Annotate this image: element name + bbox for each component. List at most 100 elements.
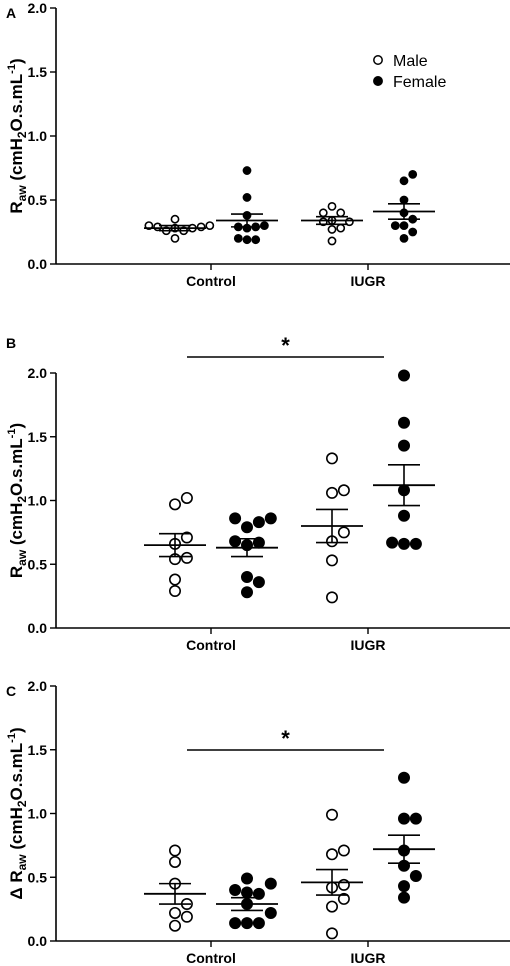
data-point [170, 214, 180, 224]
y-label-units: O.s.mL [7, 743, 26, 801]
group-iugr-male [301, 201, 363, 246]
data-point [397, 439, 410, 452]
data-point [390, 221, 400, 230]
panel-b: B 0.0 0.5 1.0 1.5 2.0 Control IUGR Raw (cmH2O.s.… [6, 333, 510, 653]
data-point [242, 193, 252, 202]
data-point [397, 416, 410, 429]
y-label-sub: aw [15, 185, 29, 202]
group-control-male [144, 214, 215, 243]
data-point [336, 223, 346, 233]
y-label-units-sub: 2 [15, 800, 29, 807]
x-tick-label: Control [186, 950, 236, 966]
data-point [337, 892, 350, 905]
data-point [180, 910, 193, 923]
data-point [252, 887, 265, 900]
significance-star: * [281, 333, 290, 358]
x-tick-label: IUGR [351, 950, 386, 966]
y-label-delta: Δ [7, 883, 26, 900]
y-label-units: (cmH [7, 807, 26, 854]
data-point [409, 537, 422, 550]
y-axis-label: Raw (cmH2O.s.mL-1) [6, 58, 29, 213]
data-point [325, 927, 338, 940]
group-control-female [216, 872, 278, 930]
data-point [397, 537, 410, 550]
data-point [233, 233, 243, 243]
y-label-sub: aw [15, 549, 29, 566]
data-point [180, 531, 193, 544]
panel-a: A 0.0 0.5 1.0 1.5 2.0 Control IUGR Raw (cmH2O.s.… [6, 0, 510, 289]
data-point [169, 585, 182, 598]
x-tick-label: IUGR [351, 273, 386, 289]
y-label-units: (cmH [7, 503, 26, 550]
data-point [169, 498, 182, 511]
group-control-female [216, 166, 278, 245]
data-point [337, 484, 350, 497]
group-control-female [216, 512, 278, 599]
data-point [229, 512, 242, 525]
data-point [229, 917, 242, 930]
data-point [241, 521, 254, 534]
y-label-units-sub: 2 [15, 131, 29, 138]
group-iugr-male [301, 452, 363, 604]
y-tick-label: 0.0 [28, 933, 48, 949]
data-point [169, 573, 182, 586]
data-point [337, 844, 350, 857]
data-point [196, 222, 206, 232]
legend-label-male: Male [393, 53, 428, 70]
y-tick-label: 1.5 [28, 64, 48, 80]
data-point [397, 771, 410, 784]
data-point [399, 233, 409, 243]
data-point [327, 225, 337, 234]
x-tick-label: Control [186, 273, 236, 289]
data-point [241, 886, 254, 899]
data-point [241, 917, 254, 930]
data-point [336, 208, 346, 218]
group-iugr-male [301, 808, 363, 940]
data-point [170, 233, 180, 243]
significance-star: * [281, 726, 290, 751]
data-point [327, 236, 337, 246]
data-point [169, 919, 182, 932]
y-axis-label: Raw (cmH2O.s.mL-1) [6, 423, 29, 578]
data-point [169, 855, 182, 868]
group-control-male [144, 491, 206, 598]
y-tick-label: 1.5 [28, 429, 48, 445]
data-point [169, 906, 182, 919]
data-point [325, 900, 338, 913]
y-label-units: ) [7, 58, 26, 64]
data-point [397, 509, 410, 522]
data-point [264, 512, 277, 525]
data-point [325, 808, 338, 821]
data-point [408, 227, 418, 237]
data-point [397, 812, 410, 825]
y-tick-label: 0.5 [28, 869, 48, 885]
data-point [180, 491, 193, 504]
data-point [229, 883, 242, 896]
y-label-units: ) [7, 423, 26, 429]
x-tick-label: Control [186, 637, 236, 653]
data-point [241, 586, 254, 599]
y-label-units: ) [7, 727, 26, 733]
data-point [409, 869, 422, 882]
legend-marker-female [373, 76, 383, 86]
y-tick-label: 0.5 [28, 192, 48, 208]
data-point [318, 208, 328, 218]
y-tick-label: 1.0 [28, 493, 48, 509]
data-point [264, 877, 277, 890]
data-point [259, 221, 269, 230]
data-point [241, 570, 254, 583]
legend-label-female: Female [393, 74, 446, 91]
data-point [325, 554, 338, 567]
y-tick-label: 2.0 [28, 678, 48, 694]
data-point [153, 222, 162, 232]
x-tick-label: IUGR [351, 637, 386, 653]
y-label-main: R [7, 566, 26, 578]
y-tick-label: 0.0 [28, 620, 48, 636]
data-point [399, 176, 409, 186]
data-point [325, 591, 338, 604]
y-label-units: (cmH [7, 138, 26, 185]
data-point [327, 201, 337, 211]
y-label-units-sup: -1 [6, 429, 18, 439]
data-point [252, 516, 265, 529]
